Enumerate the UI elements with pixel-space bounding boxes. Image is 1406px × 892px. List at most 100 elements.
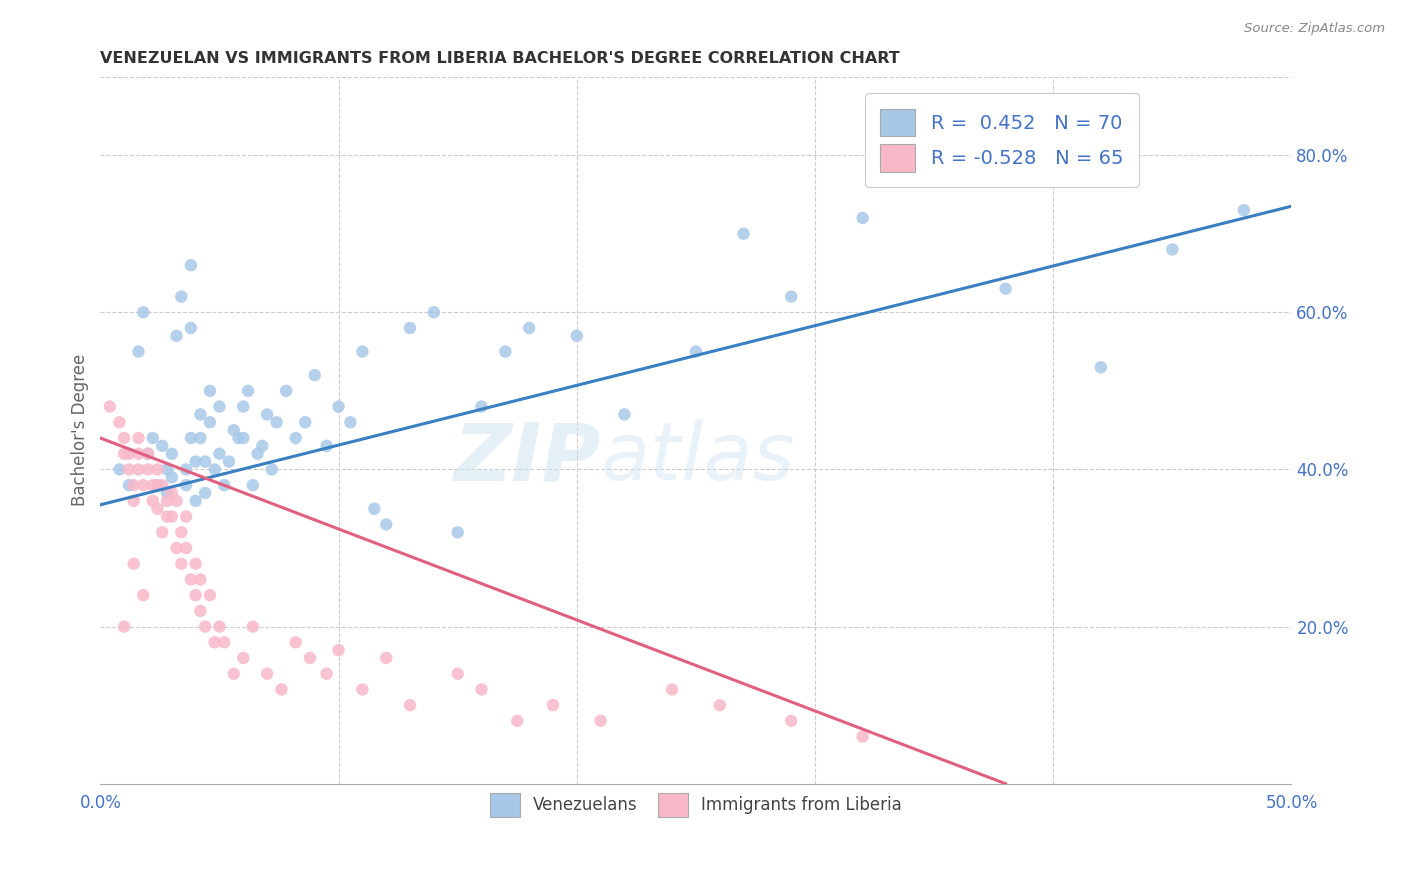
Point (118, 462, 141, 476)
Point (256, 408, 278, 422)
Point (375, 651, 398, 665)
Point (852, 730, 875, 744)
Point (174, 462, 197, 476)
Point (709, 698, 731, 713)
Point (470, 682, 492, 697)
Point (212, 478, 235, 492)
Point (184, 494, 207, 508)
Text: VENEZUELAN VS IMMIGRANTS FROM LIBERIA BACHELOR'S DEGREE CORRELATION CHART: VENEZUELAN VS IMMIGRANTS FROM LIBERIA BA… (100, 51, 900, 66)
Point (166, 494, 188, 508)
Point (304, 368, 326, 383)
Point (276, 384, 298, 398)
Point (180, 431, 202, 445)
Point (184, 557, 207, 571)
Point (242, 478, 264, 492)
Point (146, 478, 169, 492)
Point (1090, 360, 1112, 375)
Point (166, 329, 188, 343)
Point (190, 604, 212, 618)
Point (108, 415, 131, 429)
Point (198, 384, 221, 398)
Legend: Venezuelans, Immigrants from Liberia: Venezuelans, Immigrants from Liberia (481, 785, 910, 825)
Point (122, 478, 145, 492)
Point (174, 541, 197, 555)
Point (142, 494, 165, 508)
Point (733, 227, 755, 241)
Point (132, 588, 155, 602)
Point (284, 431, 307, 445)
Point (198, 588, 221, 602)
Text: atlas: atlas (600, 419, 796, 498)
Point (127, 462, 149, 476)
Point (127, 344, 149, 359)
Point (142, 478, 165, 492)
Point (298, 651, 321, 665)
Point (174, 509, 197, 524)
Point (236, 384, 259, 398)
Point (190, 408, 212, 422)
Point (160, 509, 183, 524)
Point (150, 478, 173, 492)
Point (136, 447, 159, 461)
Point (565, 329, 588, 343)
Point (399, 698, 422, 713)
Point (352, 682, 374, 697)
Point (142, 431, 165, 445)
Point (156, 462, 179, 476)
Point (170, 289, 193, 303)
Point (922, 164, 945, 178)
Point (180, 258, 202, 272)
Point (150, 439, 173, 453)
Point (150, 525, 173, 540)
Point (228, 431, 250, 445)
Point (212, 635, 235, 649)
Point (613, 408, 636, 422)
Point (506, 714, 529, 728)
Point (242, 619, 264, 633)
Point (328, 643, 350, 657)
Point (780, 714, 803, 728)
Point (127, 447, 149, 461)
Point (260, 462, 283, 476)
Point (174, 478, 197, 492)
Point (1233, 203, 1256, 218)
Point (108, 462, 131, 476)
Point (170, 525, 193, 540)
Point (328, 400, 350, 414)
Point (517, 321, 540, 335)
Point (375, 517, 398, 532)
Point (118, 478, 141, 492)
Point (184, 588, 207, 602)
Point (685, 344, 707, 359)
Point (160, 486, 183, 500)
Point (470, 400, 492, 414)
Point (541, 698, 564, 713)
Point (156, 509, 179, 524)
Point (146, 501, 169, 516)
Point (180, 321, 202, 335)
Point (190, 573, 212, 587)
Point (136, 462, 159, 476)
Point (232, 431, 254, 445)
Point (232, 400, 254, 414)
Point (363, 501, 385, 516)
Point (194, 486, 217, 500)
Point (339, 415, 361, 429)
Point (294, 415, 316, 429)
Point (118, 447, 141, 461)
Point (208, 447, 231, 461)
Point (1161, 243, 1184, 257)
Point (246, 447, 269, 461)
Point (204, 462, 226, 476)
Point (315, 439, 337, 453)
Point (198, 415, 221, 429)
Point (160, 470, 183, 484)
Point (194, 454, 217, 468)
Point (852, 211, 875, 225)
Point (170, 557, 193, 571)
Text: ZIP: ZIP (453, 419, 600, 498)
Point (232, 651, 254, 665)
Point (218, 454, 240, 468)
Point (160, 447, 183, 461)
Point (166, 541, 188, 555)
